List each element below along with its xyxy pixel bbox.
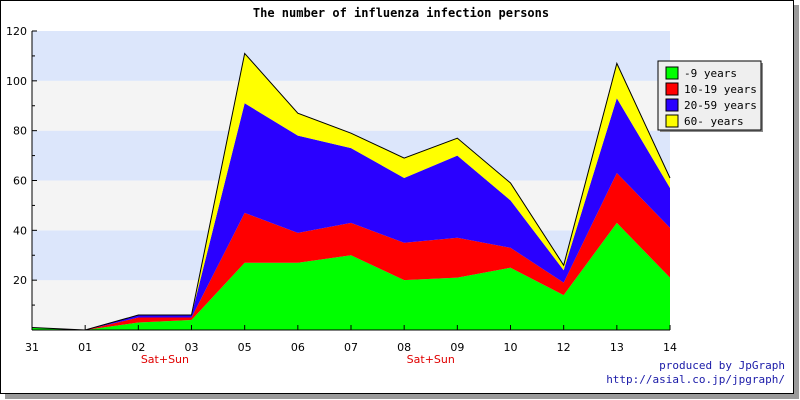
chart-title: The number of influenza infection person…: [253, 6, 549, 20]
x-tick-label: 07: [344, 341, 358, 354]
y-tick-label: 100: [6, 75, 27, 88]
y-tick-label: 80: [13, 125, 27, 138]
credit-line-2[interactable]: http://asial.co.jp/jpgraph/: [606, 373, 785, 386]
x-tick-label: 06: [291, 341, 305, 354]
annotation-label: Sat+Sun: [407, 353, 455, 366]
y-tick-label: 120: [6, 25, 27, 38]
y-axis-ticks: 20 40 60 80 100 120: [6, 25, 37, 331]
series-area-1: [32, 173, 670, 330]
legend-swatch: [665, 114, 679, 128]
x-tick-label: 14: [663, 341, 677, 354]
grid-band: [32, 80, 670, 131]
x-tick-label: 01: [78, 341, 92, 354]
annotation-label: Sat+Sun: [141, 353, 189, 366]
x-tick-label: 09: [450, 341, 464, 354]
x-tick-label: 31: [25, 341, 39, 354]
credit-line-1: produced by JpGraph: [659, 359, 785, 372]
credit: produced by JpGraph http://asial.co.jp/j…: [606, 359, 785, 387]
x-tick-label: 12: [557, 341, 571, 354]
x-tick-label: 10: [504, 341, 518, 354]
x-tick-label: 02: [131, 341, 145, 354]
x-tick-label: 13: [610, 341, 624, 354]
legend-label: 10-19 years: [684, 83, 757, 96]
series-area-2: [32, 98, 670, 331]
x-tick-label: 03: [185, 341, 199, 354]
x-tick-label: 08: [397, 341, 411, 354]
stack-outline: [31, 52, 671, 331]
annotations: Sat+Sun Sat+Sun: [141, 353, 455, 366]
stacked-areas: [31, 52, 671, 331]
x-tick-label: 05: [238, 341, 252, 354]
legend-swatch: [665, 82, 679, 96]
legend-swatch: [665, 66, 679, 80]
series-area-0: [32, 222, 670, 330]
y-tick-label: 60: [13, 175, 27, 188]
legend-swatch: [665, 98, 679, 112]
legend-label: -9 years: [684, 67, 737, 80]
y-tick-label: 40: [13, 224, 27, 237]
y-tick-label: 20: [13, 274, 27, 287]
grid-band: [32, 31, 670, 81]
x-axis-ticks: 31 01 02 03 05 06 07 08 09 10 12 13 14: [25, 325, 677, 354]
legend-label: 20-59 years: [684, 99, 757, 112]
area-chart: 20 40 60 80 100 120 31 01 02 03 05 06 07 08 09 10 12 13 1…: [6, 6, 763, 366]
legend: -9 years 10-19 years 20-59 years 60- years: [657, 60, 763, 132]
legend-label: 60- years: [684, 115, 744, 128]
chart-frame: 20 40 60 80 100 120 31 01 02 03 05 06 07 08 09 10 12 13 1…: [0, 0, 794, 394]
